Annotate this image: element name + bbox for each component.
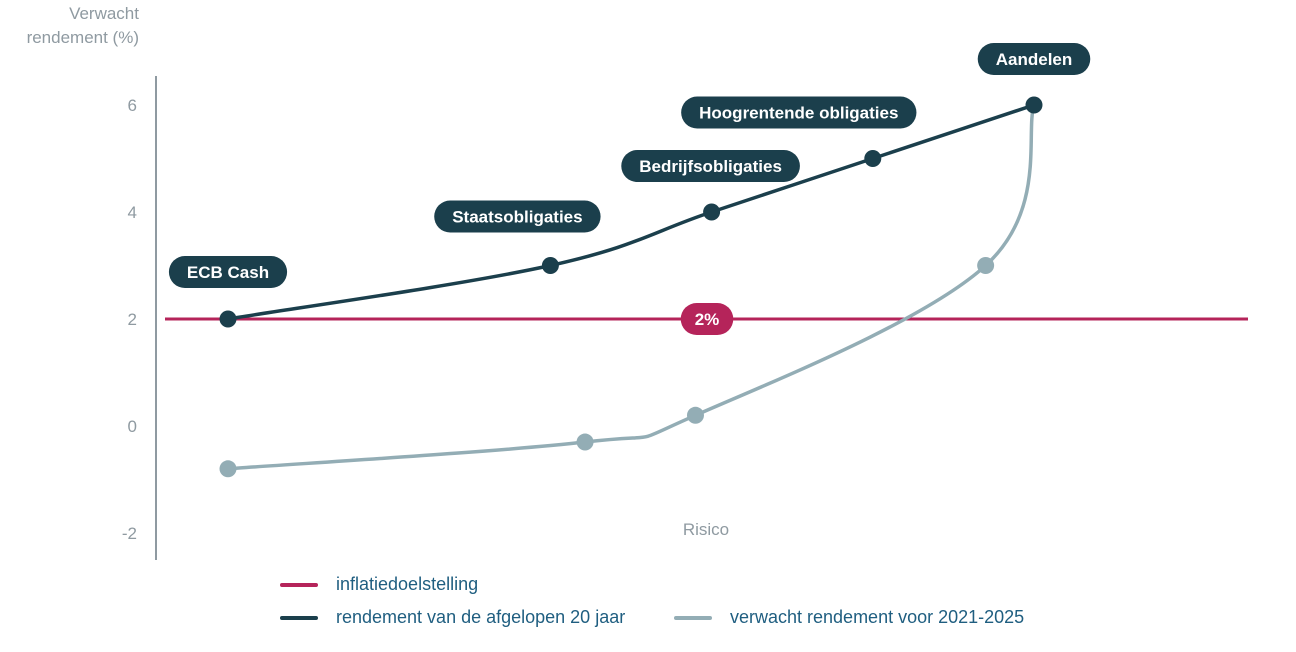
data-point-expected xyxy=(687,407,704,424)
category-label: Aandelen xyxy=(978,43,1091,75)
category-label: Hoogrentende obligaties xyxy=(681,97,916,129)
y-tick-label: 6 xyxy=(128,96,137,115)
inflation-target-label-text: 2% xyxy=(695,310,720,329)
legend-swatch-expected xyxy=(674,616,712,620)
chart: 6 4 2 0 -2 ECB Cash Staatsobligaties Bedrijfso… xyxy=(0,0,1296,652)
category-label: Staatsobligaties xyxy=(434,201,600,233)
legend-item-inflation: inflatiedoelstelling xyxy=(280,574,478,595)
legend-swatch-inflation xyxy=(280,583,318,587)
y-tick-label: 2 xyxy=(128,310,137,329)
legend-item-historical: rendement van de afgelopen 20 jaar xyxy=(280,607,625,628)
data-point-expected xyxy=(577,434,594,451)
category-label-text: Staatsobligaties xyxy=(452,208,582,227)
y-tick-label: 4 xyxy=(128,203,137,222)
y-tick-label: 0 xyxy=(128,417,137,436)
category-label-text: Aandelen xyxy=(996,50,1073,69)
data-point-historical xyxy=(864,150,881,167)
category-label-text: ECB Cash xyxy=(187,263,269,282)
category-label: Bedrijfsobligaties xyxy=(621,150,800,182)
y-tick-label: -2 xyxy=(122,524,137,543)
legend-swatch-historical xyxy=(280,616,318,620)
legend-label-historical: rendement van de afgelopen 20 jaar xyxy=(336,607,625,628)
legend-label-inflation: inflatiedoelstelling xyxy=(336,574,478,595)
data-point-historical xyxy=(220,311,237,328)
category-label-text: Hoogrentende obligaties xyxy=(699,104,898,123)
legend-item-expected: verwacht rendement voor 2021-2025 xyxy=(674,607,1024,628)
data-point-historical xyxy=(542,257,559,274)
category-label: ECB Cash xyxy=(169,256,287,288)
x-axis-title: Risico xyxy=(683,520,729,539)
data-point-expected xyxy=(220,460,237,477)
category-label-text: Bedrijfsobligaties xyxy=(639,157,782,176)
data-point-expected xyxy=(977,257,994,274)
inflation-target-label: 2% xyxy=(681,303,734,335)
legend-label-expected: verwacht rendement voor 2021-2025 xyxy=(730,607,1024,628)
data-point-historical xyxy=(1026,97,1043,114)
series-line-historical xyxy=(228,105,1034,319)
data-point-historical xyxy=(703,204,720,221)
